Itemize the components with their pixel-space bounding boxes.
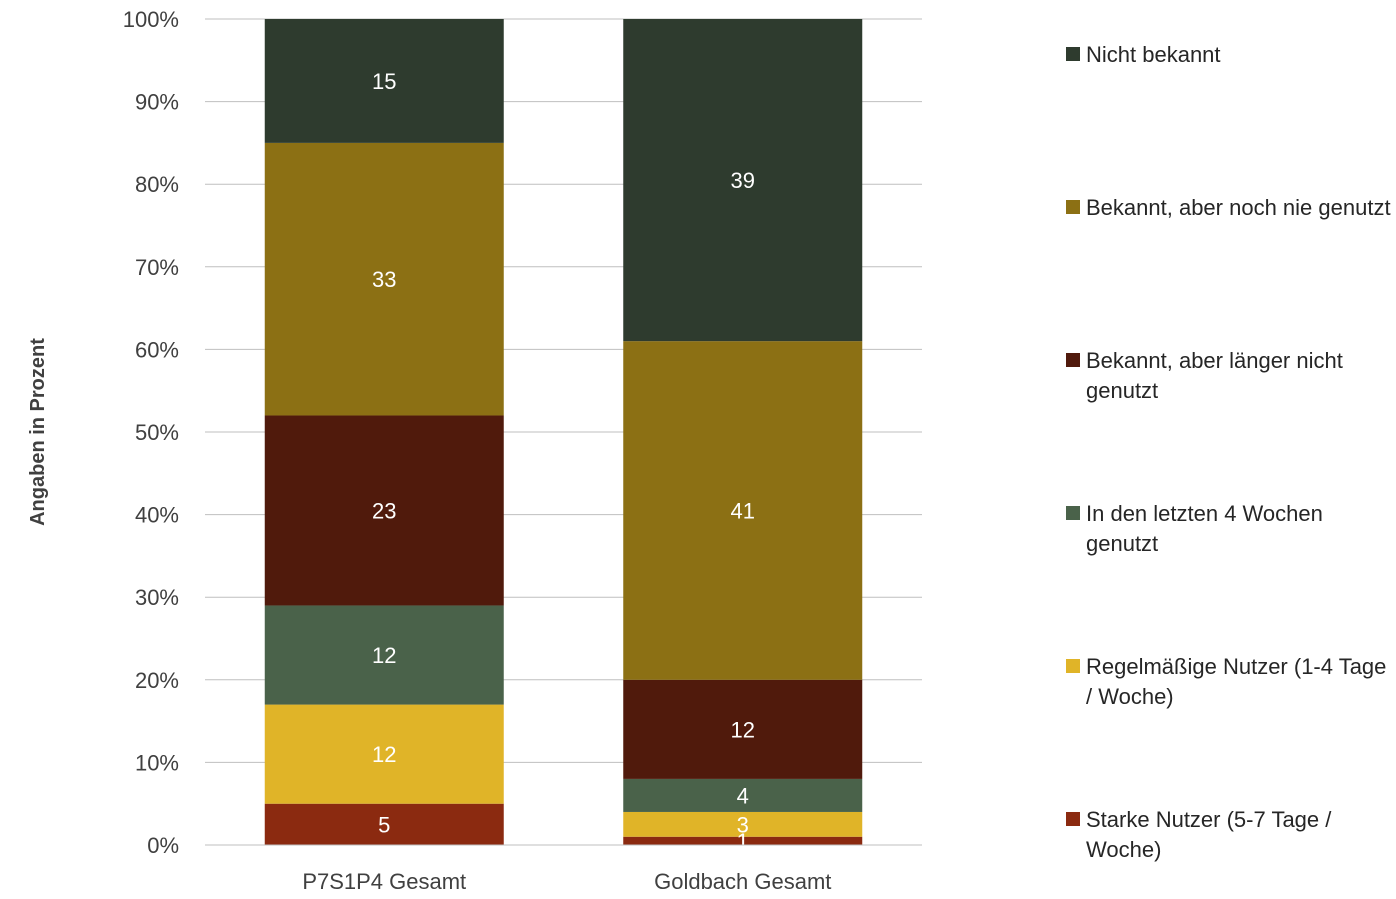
bar-segment xyxy=(264,605,504,705)
legend-item: Regelmäßige Nutzer (1-4 Tage / Woche) xyxy=(1066,652,1392,712)
data-label: 39 xyxy=(731,168,755,193)
bar-segment xyxy=(623,811,863,837)
y-tick-label: 80% xyxy=(135,172,179,197)
legend-label: Nicht bekannt xyxy=(1086,42,1221,67)
y-tick-label: 70% xyxy=(135,255,179,280)
data-label: 41 xyxy=(731,498,755,523)
y-tick-label: 100% xyxy=(123,7,179,32)
legend-item: Nicht bekannt xyxy=(1066,40,1392,70)
y-tick-label: 50% xyxy=(135,420,179,445)
legend-item: Starke Nutzer (5-7 Tage / Woche) xyxy=(1066,805,1392,865)
legend-swatch xyxy=(1066,353,1080,367)
axes: 0% 10% 20% 30% 40% 50% 60% 70% 80% 90% 100% Angaben… xyxy=(27,7,922,894)
legend-label: Starke Nutzer (5-7 Tage / Woche) xyxy=(1086,807,1332,862)
legend-label: In den letzten 4 Wochen genutzt xyxy=(1086,501,1323,556)
data-label: 3 xyxy=(737,812,749,837)
bar-segment xyxy=(623,341,863,680)
legend-swatch xyxy=(1066,812,1080,826)
legend-swatch xyxy=(1066,47,1080,61)
legend-label: Bekannt, aber länger nicht genutzt xyxy=(1086,348,1343,403)
data-labels: 5 12 12 23 33 15 13 4 12 41 39 xyxy=(372,69,755,854)
x-tick-label: Goldbach Gesamt xyxy=(654,869,831,894)
bar-segment xyxy=(264,19,504,143)
data-label: 15 xyxy=(372,69,396,94)
data-label: 5 xyxy=(378,812,390,837)
data-label: 4 xyxy=(737,783,749,808)
data-label: 12 xyxy=(372,643,396,668)
legend-item: Bekannt, aber länger nicht genutzt xyxy=(1066,346,1392,406)
y-tick-label: 60% xyxy=(135,337,179,362)
data-label: 12 xyxy=(372,742,396,767)
x-tick-label: P7S1P4 Gesamt xyxy=(302,869,466,894)
legend-swatch xyxy=(1066,506,1080,520)
y-axis-title: Angaben in Prozent xyxy=(27,338,49,526)
data-label: 1 xyxy=(737,829,749,854)
bars xyxy=(264,19,863,845)
bar-segment xyxy=(264,803,504,845)
legend-item: Bekannt, aber noch nie genutzt xyxy=(1066,193,1392,223)
bar-segment xyxy=(264,142,504,416)
legend-swatch xyxy=(1066,200,1080,214)
bar-segment xyxy=(264,704,504,804)
bar-segment xyxy=(623,836,863,845)
data-label: 33 xyxy=(372,267,396,292)
data-label: 23 xyxy=(372,498,396,523)
bar-segment xyxy=(623,778,863,812)
y-tick-label: 10% xyxy=(135,750,179,775)
legend-swatch xyxy=(1066,659,1080,673)
y-tick-label: 40% xyxy=(135,503,179,528)
bar-segment xyxy=(623,19,863,342)
y-tick-label: 20% xyxy=(135,668,179,693)
data-label: 12 xyxy=(731,717,755,742)
bar-segment xyxy=(264,415,504,606)
y-tick-label: 0% xyxy=(147,833,179,858)
y-tick-label: 30% xyxy=(135,585,179,610)
bar-segment xyxy=(623,679,863,779)
legend-label: Regelmäßige Nutzer (1-4 Tage / Woche) xyxy=(1086,654,1387,709)
legend-item: In den letzten 4 Wochen genutzt xyxy=(1066,499,1392,559)
legend-label: Bekannt, aber noch nie genutzt xyxy=(1086,195,1391,220)
y-tick-label: 90% xyxy=(135,90,179,115)
